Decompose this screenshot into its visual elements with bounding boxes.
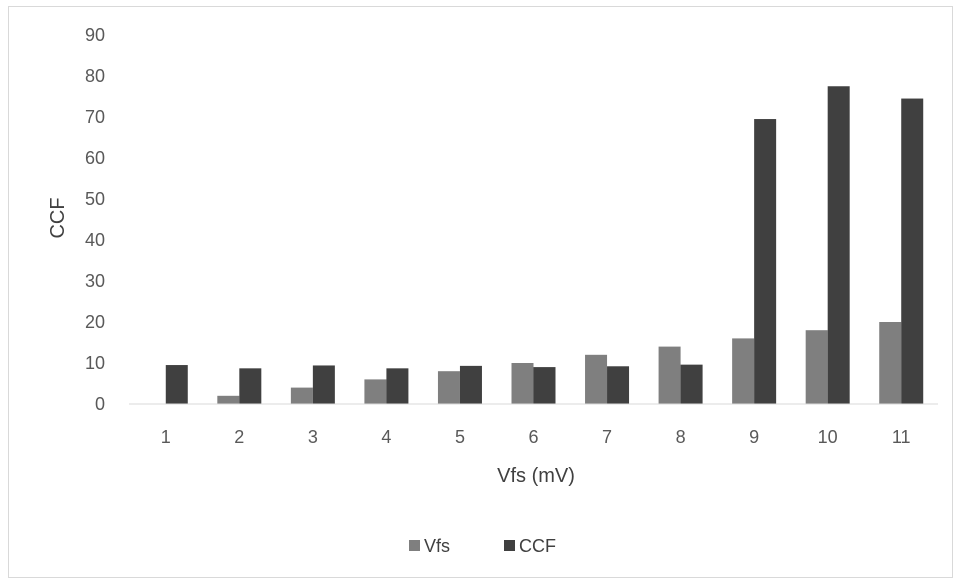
y-tick-label: 10 [85, 353, 105, 373]
legend-swatch-vfs [409, 540, 420, 551]
x-tick-label: 1 [161, 427, 171, 447]
legend: Vfs CCF [409, 536, 556, 556]
bar-ccf-9 [754, 119, 777, 405]
bar-ccf-11 [901, 98, 924, 405]
y-tick-label: 80 [85, 66, 105, 86]
y-tick-label: 0 [95, 394, 105, 414]
bar-vfs-4 [364, 379, 387, 404]
bar-vfs-11 [879, 322, 902, 404]
bar-vfs-6 [511, 363, 534, 404]
bar-vfs-8 [658, 346, 681, 404]
bar-ccf-5 [459, 365, 482, 404]
bar-ccf-10 [827, 86, 850, 404]
x-tick-label: 5 [455, 427, 465, 447]
bar-vfs-5 [437, 371, 460, 404]
x-tick-label: 6 [528, 427, 538, 447]
y-tick-label: 20 [85, 312, 105, 332]
bar-vfs-7 [585, 354, 608, 404]
x-tick-label: 10 [818, 427, 838, 447]
bar-ccf-8 [680, 364, 703, 404]
x-tick-label: 2 [234, 427, 244, 447]
x-axis-title: Vfs (mV) [497, 465, 575, 487]
y-axis-ticks: 0 10 20 30 40 50 60 70 80 90 [85, 25, 105, 414]
legend-swatch-ccf [504, 540, 515, 551]
bar-ccf-7 [607, 366, 630, 404]
x-tick-label: 11 [892, 427, 911, 447]
legend-label-ccf: CCF [519, 536, 556, 556]
bar-ccf-1 [165, 365, 188, 404]
y-axis-title: CCF [47, 197, 69, 238]
x-tick-label: 4 [381, 427, 391, 447]
y-tick-label: 40 [85, 230, 105, 250]
bar-vfs-2 [217, 395, 240, 404]
bar-vfs-10 [805, 330, 828, 404]
y-tick-label: 60 [85, 148, 105, 168]
bar-ccf-6 [533, 367, 556, 404]
bar-ccf-4 [386, 368, 409, 404]
x-axis-ticks: 1 2 3 4 5 6 7 8 9 10 11 [161, 427, 911, 447]
x-tick-label: 3 [308, 427, 318, 447]
x-tick-label: 9 [749, 427, 759, 447]
bar-vfs-3 [290, 387, 313, 404]
x-tick-label: 8 [676, 427, 686, 447]
y-tick-label: 50 [85, 189, 105, 209]
bars [165, 86, 924, 405]
y-tick-label: 90 [85, 25, 105, 45]
y-tick-label: 70 [85, 107, 105, 127]
chart-frame [8, 6, 953, 578]
bar-ccf-2 [239, 368, 262, 404]
bar-vfs-9 [732, 338, 755, 404]
legend-label-vfs: Vfs [424, 536, 450, 556]
x-tick-label: 7 [602, 427, 612, 447]
bar-ccf-3 [312, 365, 335, 404]
y-tick-label: 30 [85, 271, 105, 291]
